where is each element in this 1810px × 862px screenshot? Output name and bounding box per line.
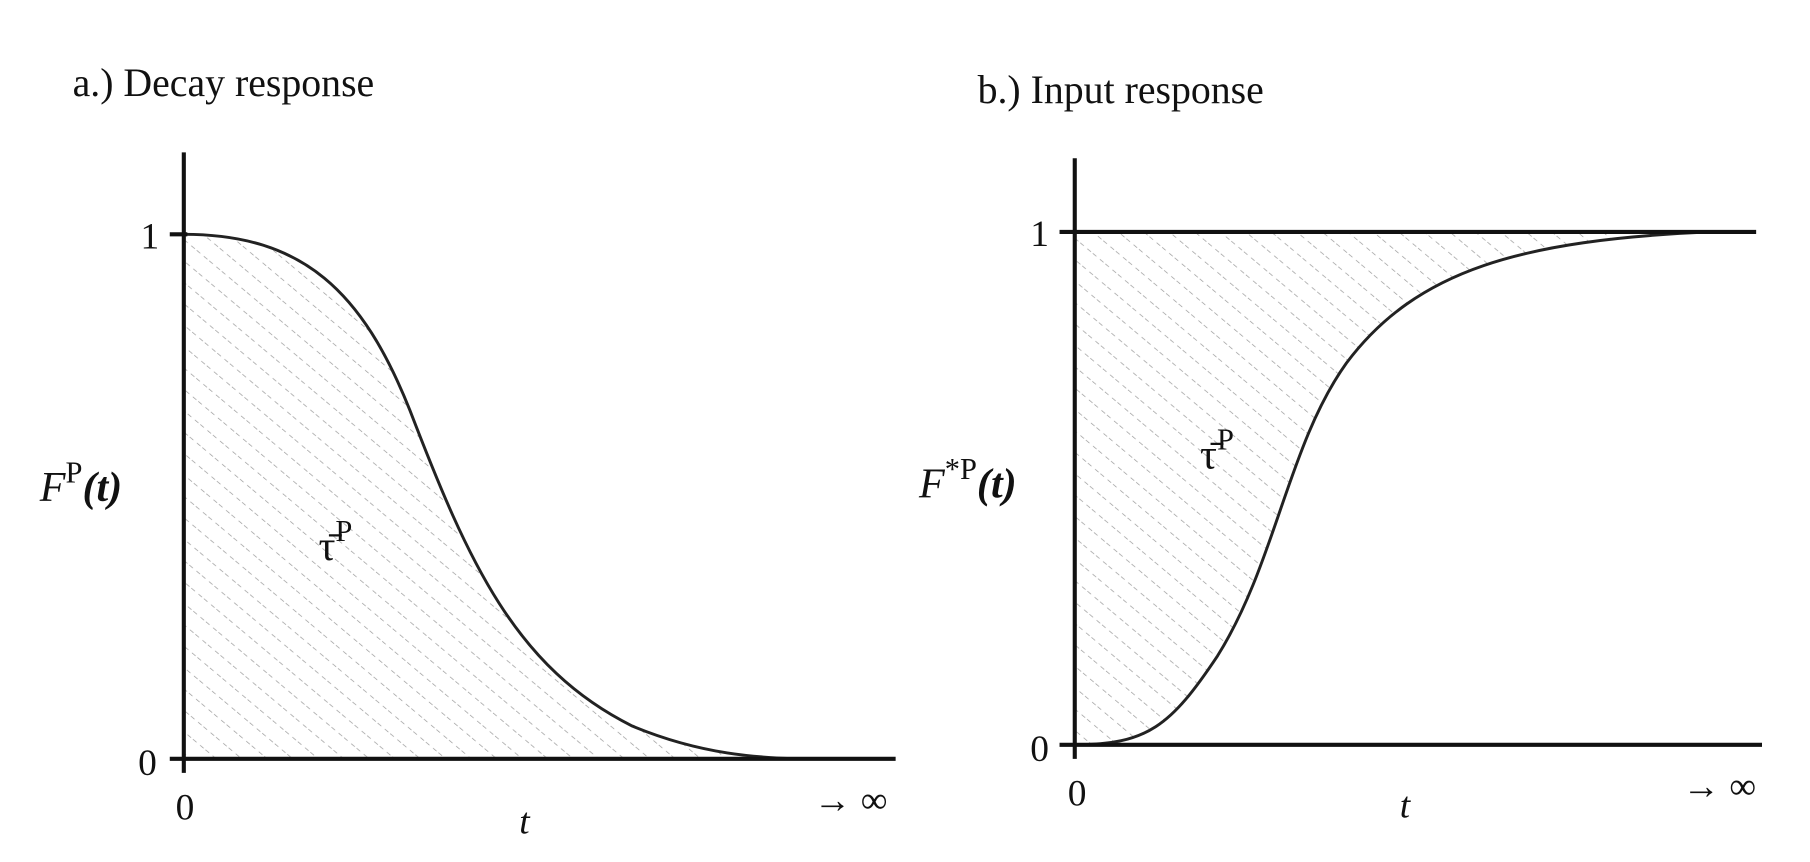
y-label-arg: (t): [82, 464, 122, 511]
area-label-sup: P: [1217, 423, 1234, 457]
y-tick-label: 1: [1030, 214, 1049, 255]
area-label-sup: P: [335, 514, 352, 548]
x-end-label: → ∞: [1683, 767, 1757, 808]
x-tick-label: 0: [1068, 774, 1087, 815]
y-label-sup: P: [66, 456, 83, 490]
x-label: t: [1400, 785, 1412, 826]
y-label-sup: *P: [945, 452, 977, 486]
y-tick-label: 0: [1030, 729, 1049, 770]
panel-a: a.) Decay response 1 0 0 t → ∞ FP(t) τ̄P: [39, 61, 896, 843]
y-label-arg: (t): [977, 461, 1017, 508]
x-label: t: [519, 802, 531, 843]
x-end-label: → ∞: [814, 781, 888, 822]
y-label: F*P(t): [918, 452, 1017, 508]
decay-curve: [183, 232, 797, 761]
y-tick-label: 1: [140, 216, 159, 257]
input-curve: [1074, 230, 1710, 747]
panel-b: b.) Input response 1 0 0 t → ∞ F*P(t) τ̄…: [918, 68, 1762, 826]
shaded-area: [183, 234, 797, 759]
y-label-base: F: [918, 461, 946, 508]
panel-title: a.) Decay response: [73, 61, 375, 105]
y-label-base: F: [39, 464, 67, 511]
y-label: FP(t): [39, 456, 122, 512]
x-tick-label: 0: [176, 788, 195, 829]
shaded-area: [1074, 231, 1710, 745]
panel-title: b.) Input response: [978, 68, 1264, 112]
y-tick-label: 0: [138, 743, 157, 784]
